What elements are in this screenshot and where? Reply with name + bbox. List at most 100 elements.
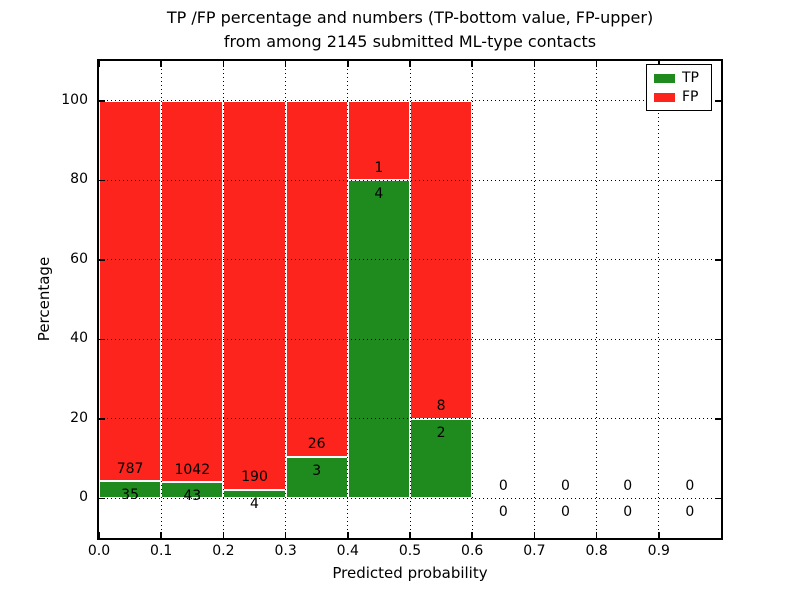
x-tick-bottom xyxy=(347,532,349,538)
x-tick-label: 0.0 xyxy=(87,543,111,559)
legend-item-tp: TP xyxy=(654,71,711,85)
legend: TP FP xyxy=(646,64,712,111)
tp-count-label: 43 xyxy=(183,488,202,505)
legend-label-fp: FP xyxy=(682,89,699,105)
fp-count-label: 26 xyxy=(307,436,326,453)
tp-count-label: 4 xyxy=(374,186,384,203)
fp-color-swatch xyxy=(654,92,675,102)
bar-segment-tp xyxy=(99,481,162,499)
y-tick-label: 20 xyxy=(70,409,88,426)
y-tick-right xyxy=(715,179,721,181)
vertical-gridline xyxy=(285,61,287,538)
x-tick-top xyxy=(471,61,473,67)
bar-segment-tp xyxy=(285,457,348,499)
fp-count-label: 190 xyxy=(241,469,268,486)
x-tick-top xyxy=(347,61,349,67)
fp-count-label: 0 xyxy=(561,477,570,494)
x-tick-top xyxy=(533,61,536,67)
x-tick-label: 0.2 xyxy=(212,543,235,559)
x-tick-bottom xyxy=(658,532,660,538)
bar-segment-fp xyxy=(99,100,162,482)
x-tick-label: 0.7 xyxy=(523,543,546,559)
fp-count-label: 8 xyxy=(436,398,446,415)
x-tick-top xyxy=(409,61,411,67)
x-tick-top xyxy=(595,61,598,67)
y-tick-right xyxy=(715,338,721,340)
y-tick-right xyxy=(715,418,721,420)
vertical-gridline xyxy=(409,61,411,538)
x-tick-top xyxy=(222,61,225,67)
y-tick-label: 60 xyxy=(70,250,88,267)
horizontal-gridline xyxy=(99,338,721,340)
bar-segment-tp xyxy=(223,490,286,499)
x-tick-label: 0.5 xyxy=(398,543,422,559)
chart-title-line1: TP /FP percentage and numbers (TP-bottom… xyxy=(166,8,654,27)
fp-count-label: 1042 xyxy=(174,461,211,478)
x-tick-bottom xyxy=(533,532,536,538)
plot-canvas: 787 35 1042 43 190 4 26 3 1 4 8 2 0 0 0 0 0 0 0 0 xyxy=(98,61,721,538)
x-tick-bottom xyxy=(409,532,411,538)
x-tick-bottom xyxy=(98,532,100,538)
vertical-gridline xyxy=(347,61,349,538)
y-tick-label: 80 xyxy=(70,171,88,188)
y-tick-left xyxy=(99,100,105,102)
x-tick-bottom xyxy=(160,532,162,538)
bar-segment-fp xyxy=(285,100,348,458)
vertical-gridline xyxy=(222,61,224,538)
vertical-gridline xyxy=(471,61,473,538)
y-tick-right xyxy=(715,497,721,499)
tp-count-label: 3 xyxy=(312,463,322,480)
tp-count-label: 0 xyxy=(561,504,570,521)
y-tick-left xyxy=(99,179,105,181)
bar-segment-tp xyxy=(161,482,224,499)
plot-area: 787 35 1042 43 190 4 26 3 1 4 8 2 0 0 0 0 0 0 0 0 xyxy=(97,59,723,540)
tp-count-label: 2 xyxy=(436,424,446,441)
x-tick-label: 0.4 xyxy=(336,543,359,559)
tp-count-label: 0 xyxy=(623,504,633,521)
horizontal-gridline xyxy=(99,259,721,261)
x-tick-bottom xyxy=(471,532,473,538)
legend-label-tp: TP xyxy=(682,70,699,86)
x-tick-bottom xyxy=(284,532,287,538)
horizontal-gridline xyxy=(99,497,721,499)
fp-count-label: 0 xyxy=(623,477,633,494)
tp-count-label: 4 xyxy=(250,495,259,512)
y-tick-left xyxy=(99,259,105,261)
tp-count-label: 0 xyxy=(498,504,508,521)
x-tick-top xyxy=(98,61,100,67)
x-tick-top xyxy=(284,61,287,67)
y-tick-right xyxy=(715,100,721,102)
vertical-gridline xyxy=(658,61,660,538)
horizontal-gridline xyxy=(99,418,721,420)
bar-segment-fp xyxy=(161,100,224,483)
legend-item-fp: FP xyxy=(654,90,711,104)
bar-segment-fp xyxy=(223,100,286,491)
x-axis-label: Predicted probability xyxy=(332,564,488,582)
x-tick-label: 0.6 xyxy=(461,543,484,559)
chart-title-line2: from among 2145 submitted ML-type contac… xyxy=(223,32,597,51)
tp-color-swatch xyxy=(654,73,675,83)
y-tick-label: 0 xyxy=(79,489,88,506)
horizontal-gridline xyxy=(99,179,721,181)
x-tick-label: 0.1 xyxy=(150,543,173,559)
fp-count-label: 0 xyxy=(498,477,508,494)
x-tick-bottom xyxy=(595,532,598,538)
y-tick-left xyxy=(99,497,105,499)
horizontal-gridline xyxy=(99,100,721,102)
fp-count-label: 787 xyxy=(116,460,144,477)
x-tick-top xyxy=(160,61,162,67)
x-tick-label: 0.9 xyxy=(647,543,670,559)
vertical-gridline xyxy=(160,61,162,538)
fp-count-label: 0 xyxy=(685,477,695,494)
y-tick-left xyxy=(99,418,105,420)
x-tick-bottom xyxy=(222,532,225,538)
tp-count-label: 0 xyxy=(685,504,695,521)
tp-count-label: 35 xyxy=(121,487,140,504)
x-tick-label: 0.8 xyxy=(585,543,608,559)
y-axis-label: Percentage xyxy=(35,256,53,342)
y-tick-label: 100 xyxy=(61,91,88,108)
y-tick-right xyxy=(715,259,721,261)
y-tick-left xyxy=(99,338,105,340)
fp-count-label: 1 xyxy=(374,159,384,176)
